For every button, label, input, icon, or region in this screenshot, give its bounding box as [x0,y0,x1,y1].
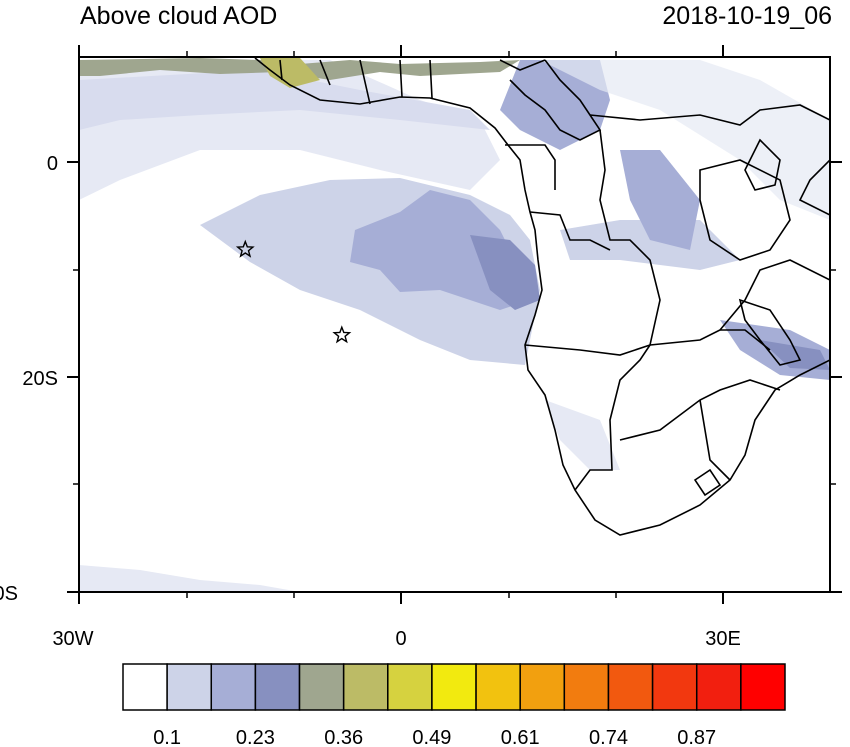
colorbar-swatch [475,663,521,711]
axis-ticks [67,45,842,604]
colorbar-label: 0.87 [677,727,716,747]
y-tick-label: 40S [0,583,18,605]
star-marker-2 [332,325,352,344]
colorbar-label: 0.74 [589,727,628,747]
y-tick-label: 20S [22,368,58,390]
plot-frame [78,56,831,593]
station-markers [235,239,352,344]
colorbar-swatch [166,663,213,711]
y-tick-label: 0 [47,153,58,175]
colorbar-swatch [342,663,389,711]
colorbar-swatch [695,663,742,711]
map-title: Above cloud AOD [80,2,278,30]
coastlines [254,57,830,536]
colorbar-label: 0.61 [501,727,540,747]
colorbar-swatch [651,663,698,711]
x-tick-label: 30W [52,628,93,650]
axis-minor-ticks [73,51,836,598]
colorbar-swatch [519,663,566,711]
colorbar-swatch [563,663,610,711]
aod-field [79,57,830,592]
colorbar-swatch [254,663,301,711]
colorbar: 0.1 0.23 0.36 0.49 0.61 0.74 0.87 [122,663,786,747]
colorbar-label: 0.1 [153,727,181,747]
colorbar-swatch [387,663,433,711]
map-timestamp: 2018-10-19_06 [662,2,832,30]
colorbar-swatch [210,663,257,711]
colorbar-label: 0.49 [412,727,451,747]
colorbar-label: 0.36 [324,727,363,747]
colorbar-swatch [431,663,477,711]
x-tick-label: 0 [395,628,406,650]
star-marker-1 [235,239,255,258]
colorbar-swatch [607,663,654,711]
x-tick-label: 30E [705,628,741,650]
colorbar-swatch [122,663,168,711]
colorbar-swatch [740,663,786,711]
colorbar-swatch [298,663,345,711]
colorbar-label: 0.23 [236,727,275,747]
